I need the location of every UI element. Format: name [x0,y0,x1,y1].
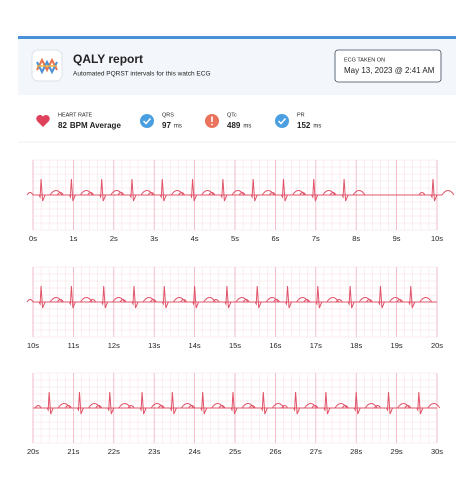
metric-label: QRS [162,112,174,118]
date-value: May 13, 2023 @ 2:41 AM [344,66,435,75]
x-tick-label: 24s [189,447,201,456]
x-tick-label: 6s [271,234,279,243]
metric-unit: ms [174,124,182,130]
metric-unit: BPM Average [70,121,122,130]
heartbeat [281,391,318,415]
metric-value: 152 [297,121,311,130]
x-tick-label: 5s [231,234,239,243]
x-tick-label: 25s [229,447,241,456]
x-tick-label: 15s [229,341,241,350]
heartbeat [56,285,93,309]
ecg-strip: 0s 1s 2s 3s 4s 5s 6s 7s 8s 9s 10s [26,159,455,243]
heartbeat [117,178,154,202]
heartbeat [95,391,132,415]
x-tick-label: 27s [310,447,322,456]
date-box [334,49,442,83]
heartbeat [404,391,441,415]
x-tick-label: 12s [108,341,120,350]
x-tick-label: 20s [27,447,39,456]
x-tick-label: 9s [393,234,401,243]
heartbeat [329,178,366,202]
heart-icon [36,115,50,127]
x-tick-label: 10s [431,234,443,243]
x-tick-label: 21s [67,447,79,456]
x-tick-label: 29s [391,447,403,456]
check-icon [140,114,154,128]
metric-unit: ms [313,124,321,130]
metric-label: HEART RATE [58,112,93,118]
heartbeat [178,178,214,202]
ecg-strip: 20s 21s 22s 23s 24s 25s 26s 27s 28s 29s 30s [27,372,443,456]
heartbeat [87,178,124,202]
x-tick-label: 10s [27,341,39,350]
x-tick-label: 26s [269,447,281,456]
x-tick-label: 14s [189,341,201,350]
x-tick-label: 17s [310,341,322,350]
report-subtitle: Automated PQRST intervals for this watch… [73,71,211,78]
metric-value: 97 [162,121,171,130]
header-accent [18,36,456,39]
heartbeat [89,285,126,309]
heartbeat [157,391,194,415]
heartbeat [180,285,217,309]
heartbeat [242,285,279,309]
heartbeat [119,285,156,309]
heartbeat [26,285,63,309]
x-tick-label: 2s [110,234,118,243]
metric-value: 489 [227,121,241,130]
check-icon [275,114,289,128]
x-tick-label: 28s [350,447,362,456]
heartbeat [26,178,63,202]
heartbeat [303,285,340,309]
heartbeat [366,285,402,309]
x-tick-label: 11s [68,341,80,350]
heartbeat [65,391,101,415]
heartbeat [299,178,336,202]
heartbeat [147,178,184,202]
warning-icon [205,114,219,128]
heartbeat [56,178,93,202]
heartbeat [34,391,71,415]
x-tick-label: 16s [269,341,281,350]
heartbeat [335,285,372,309]
heartbeat [218,391,255,415]
x-tick-label: 18s [350,341,362,350]
report-title: QALY report [73,52,143,66]
heartbeat [418,178,455,202]
x-tick-label: 19s [391,341,403,350]
x-tick-label: 1s [69,234,77,243]
heartbeat [149,285,186,309]
metric-value: 82 [58,121,67,130]
metric-unit: ms [243,124,251,130]
metric-label: PR [297,112,305,118]
heartbeat [208,178,245,202]
heartbeat [238,178,275,202]
heartbeat [127,391,164,415]
heartbeat [188,391,225,415]
heartbeat [248,391,285,415]
x-tick-label: 22s [108,447,120,456]
x-tick-label: 23s [148,447,160,456]
x-tick-label: 20s [431,341,443,350]
app-logo [31,49,63,82]
x-tick-label: 3s [150,234,158,243]
date-label: ECG TAKEN ON [344,57,385,63]
heartbeat [269,178,305,202]
x-tick-label: 4s [191,234,199,243]
heartbeat [311,391,348,415]
x-tick-label: 30s [431,447,443,456]
x-tick-label: 8s [352,234,360,243]
x-tick-label: 0s [29,234,37,243]
ecg-strip: 10s 11s 12s 13s 14s 15s 16s 17s 18s 19s 20s [26,266,443,350]
heartbeat [212,285,249,309]
x-tick-label: 13s [148,341,160,350]
metric-label: QTc [227,112,237,118]
heartbeat [396,285,433,309]
heartbeat [341,391,378,415]
heartbeat [374,391,410,415]
heartbeat [273,285,309,309]
x-tick-label: 7s [312,234,320,243]
